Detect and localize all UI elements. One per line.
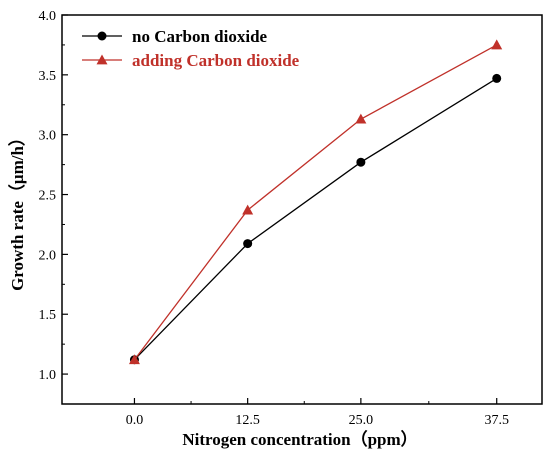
- legend-label-add-co2: adding Carbon dioxide: [132, 51, 300, 70]
- y-tick-label: 1.0: [39, 368, 57, 383]
- x-axis: 0.0 12.5 25.0 37.5: [126, 398, 509, 428]
- y-tick-label: 1.5: [39, 308, 57, 323]
- legend-marker-add-co2: [96, 54, 108, 65]
- data-point: [491, 39, 503, 50]
- x-tick-label: 0.0: [126, 413, 144, 428]
- y-tick-label: 3.0: [39, 129, 57, 144]
- x-tick-label: 37.5: [484, 413, 509, 428]
- data-point: [355, 113, 367, 124]
- y-tick-label: 4.0: [39, 9, 57, 24]
- data-point: [243, 239, 253, 249]
- x-tick-label: 12.5: [235, 413, 260, 428]
- legend-marker-no-co2: [97, 31, 107, 41]
- plot-frame: [61, 14, 543, 405]
- series-line: [133, 44, 498, 361]
- legend-label-no-co2: no Carbon dioxide: [132, 27, 268, 46]
- y-tick-label: 2.5: [39, 189, 57, 204]
- x-tick-label: 25.0: [349, 413, 374, 428]
- y-tick-label: 2.0: [39, 248, 57, 263]
- data-point: [492, 73, 502, 83]
- data-point: [128, 354, 140, 365]
- data-point: [242, 204, 254, 215]
- y-axis: 1.0 1.5 2.0 2.5 3.0 3.5 4.0: [39, 9, 68, 383]
- series-layer: [128, 39, 503, 365]
- series-line: [133, 77, 498, 361]
- data-point: [356, 157, 366, 167]
- legend: no Carbon dioxide adding Carbon dioxide: [82, 27, 300, 70]
- y-tick-label: 3.5: [39, 69, 57, 84]
- x-axis-title: Nitrogen concentration（ppm）: [182, 429, 417, 449]
- y-axis-title: Growth rate（μm/h）: [7, 129, 27, 291]
